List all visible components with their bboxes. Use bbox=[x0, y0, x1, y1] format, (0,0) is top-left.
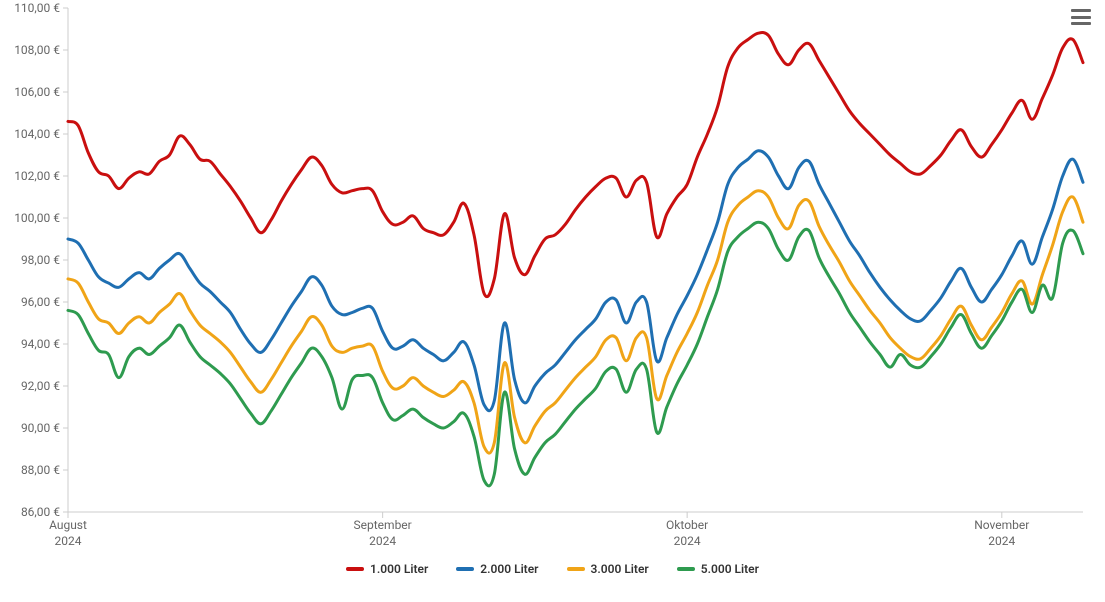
legend-item[interactable]: 5.000 Liter bbox=[677, 562, 759, 576]
series-line bbox=[68, 33, 1083, 297]
legend-swatch bbox=[677, 567, 695, 571]
legend-label: 3.000 Liter bbox=[591, 562, 649, 576]
series-line bbox=[68, 222, 1083, 486]
y-tick-label: 96,00 € bbox=[21, 295, 68, 309]
y-tick-label: 92,00 € bbox=[21, 379, 68, 393]
legend-item[interactable]: 3.000 Liter bbox=[567, 562, 649, 576]
legend-item[interactable]: 2.000 Liter bbox=[456, 562, 538, 576]
legend-swatch bbox=[456, 567, 474, 571]
legend-swatch bbox=[567, 567, 585, 571]
price-chart: 86,00 €88,00 €90,00 €92,00 €94,00 €96,00… bbox=[0, 0, 1105, 602]
plot-area: 86,00 €88,00 €90,00 €92,00 €94,00 €96,00… bbox=[68, 8, 1083, 512]
y-tick-label: 108,00 € bbox=[14, 43, 68, 57]
series-line bbox=[68, 191, 1083, 453]
y-tick-label: 106,00 € bbox=[14, 85, 68, 99]
y-tick-label: 100,00 € bbox=[14, 211, 68, 225]
legend-swatch bbox=[346, 567, 364, 571]
y-tick-label: 88,00 € bbox=[21, 463, 68, 477]
y-tick-label: 90,00 € bbox=[21, 421, 68, 435]
y-tick-label: 104,00 € bbox=[14, 127, 68, 141]
x-tick-label: August2024 bbox=[49, 512, 87, 549]
y-tick-label: 102,00 € bbox=[14, 169, 68, 183]
plot-svg bbox=[68, 8, 1083, 512]
legend-item[interactable]: 1.000 Liter bbox=[346, 562, 428, 576]
x-tick-label: November2024 bbox=[974, 512, 1029, 549]
x-tick-label: Oktober2024 bbox=[666, 512, 708, 549]
y-tick-label: 110,00 € bbox=[14, 1, 68, 15]
y-tick-label: 98,00 € bbox=[21, 253, 68, 267]
y-tick-label: 94,00 € bbox=[21, 337, 68, 351]
legend-label: 1.000 Liter bbox=[370, 562, 428, 576]
chart-legend: 1.000 Liter 2.000 Liter 3.000 Liter 5.000 L… bbox=[0, 560, 1105, 576]
legend-label: 2.000 Liter bbox=[480, 562, 538, 576]
x-tick-label: September2024 bbox=[354, 512, 412, 549]
legend-label: 5.000 Liter bbox=[701, 562, 759, 576]
